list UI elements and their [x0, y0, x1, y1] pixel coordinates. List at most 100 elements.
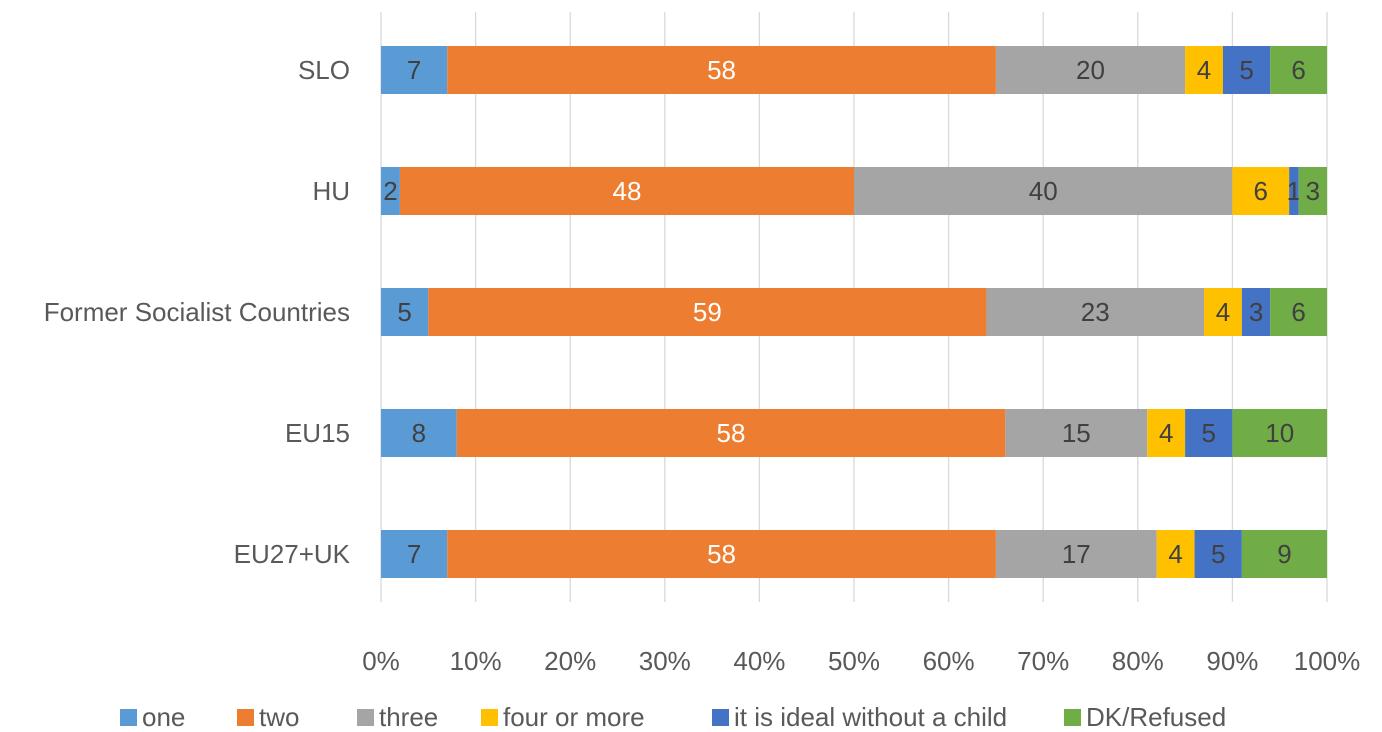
legend-item-two: two — [237, 702, 299, 732]
x-tick-label: 90% — [1206, 646, 1258, 676]
legend-swatch — [120, 709, 137, 726]
x-tick-label: 20% — [544, 646, 596, 676]
legend-label: two — [259, 702, 299, 732]
bar-segment-dk-refused — [1298, 167, 1327, 215]
data-label: 3 — [1249, 297, 1263, 327]
bar-segment-it-is-ideal-without-a-child — [1194, 530, 1242, 578]
data-label: 58 — [717, 418, 746, 448]
x-tick-label: 80% — [1112, 646, 1164, 676]
x-tick-label: 70% — [1017, 646, 1069, 676]
bar-row-former-socialist-countries: 5 59 23 4 3 6 — [381, 288, 1327, 336]
category-label: EU27+UK — [234, 539, 351, 569]
data-label: 7 — [407, 539, 421, 569]
legend-label: four or more — [503, 702, 645, 732]
bar-row-eu27-uk: 7 58 17 4 5 9 — [381, 530, 1327, 578]
x-tick-label: 60% — [923, 646, 975, 676]
data-label: 2 — [383, 176, 397, 206]
bar-segment-three — [995, 530, 1157, 578]
bar-segment-four-or-more — [1204, 288, 1242, 336]
data-label: 6 — [1254, 176, 1268, 206]
x-tick-label: 0% — [362, 646, 400, 676]
bar-segment-one — [381, 167, 400, 215]
bar-segment-one — [381, 46, 448, 94]
legend-item-four-or-more: four or more — [481, 702, 645, 732]
data-label: 17 — [1062, 539, 1091, 569]
data-label: 4 — [1197, 55, 1211, 85]
bar-segment-dk-refused — [1241, 530, 1327, 578]
bar-segment-four-or-more — [1147, 409, 1186, 457]
legend-swatch — [357, 709, 374, 726]
data-label: 9 — [1277, 539, 1291, 569]
x-tick-label: 100% — [1294, 646, 1361, 676]
bar-segment-two — [447, 46, 996, 94]
data-label: 48 — [612, 176, 641, 206]
data-label: 23 — [1081, 297, 1110, 327]
data-label: 5 — [397, 297, 411, 327]
data-label: 5 — [1239, 55, 1253, 85]
data-label: 5 — [1211, 539, 1225, 569]
data-label: 4 — [1168, 539, 1182, 569]
bar-segment-dk-refused — [1270, 46, 1327, 94]
x-tick-label: 40% — [733, 646, 785, 676]
bar-segment-two — [428, 288, 987, 336]
bar-segment-it-is-ideal-without-a-child — [1222, 46, 1271, 94]
bar-segment-it-is-ideal-without-a-child — [1241, 288, 1271, 336]
legend-item-dk-refused: DK/Refused — [1064, 702, 1226, 732]
bar-segment-two — [456, 409, 1006, 457]
legend-item-three: three — [357, 702, 438, 732]
bar-segment-dk-refused — [1270, 288, 1327, 336]
data-label: 10 — [1265, 418, 1294, 448]
data-label: 59 — [693, 297, 722, 327]
legend-swatch — [237, 709, 254, 726]
bar-segment-four-or-more — [1232, 167, 1290, 215]
bar-row-hu: 2 48 40 6 1 3 — [381, 167, 1327, 215]
bar-segment-one — [381, 288, 429, 336]
legend-swatch — [1064, 709, 1081, 726]
bar-segment-four-or-more — [1185, 46, 1223, 94]
bar-row-eu15: 8 58 15 4 5 10 — [381, 409, 1327, 457]
category-label: SLO — [298, 55, 350, 85]
bars: 7 58 20 4 5 62 48 40 6 1 35 59 23 4 3 68 58 15 4 5 107 58 17 4 5… — [381, 46, 1327, 578]
bar-segment-dk-refused — [1232, 409, 1327, 457]
legend-label: three — [379, 702, 438, 732]
bar-row-slo: 7 58 20 4 5 6 — [381, 46, 1327, 94]
x-tick-label: 30% — [639, 646, 691, 676]
legend-label: one — [142, 702, 185, 732]
data-label: 5 — [1202, 418, 1216, 448]
bar-segment-three — [1005, 409, 1148, 457]
x-tick-label: 50% — [828, 646, 880, 676]
data-label: 15 — [1062, 418, 1091, 448]
bar-segment-three — [995, 46, 1186, 94]
legend-label: it is ideal without a child — [734, 702, 1007, 732]
category-label: HU — [312, 176, 350, 206]
legend-item-one: one — [120, 702, 185, 732]
bar-segment-three — [986, 288, 1205, 336]
data-label: 6 — [1291, 55, 1305, 85]
data-label: 3 — [1306, 176, 1320, 206]
bar-segment-two — [399, 167, 854, 215]
data-label: 8 — [412, 418, 426, 448]
legend-label: DK/Refused — [1086, 702, 1226, 732]
data-label: 20 — [1076, 55, 1105, 85]
bar-segment-it-is-ideal-without-a-child — [1185, 409, 1233, 457]
data-label: 58 — [707, 55, 736, 85]
bar-segment-one — [381, 530, 448, 578]
legend: one two three four or more it is ideal witho… — [120, 702, 1226, 732]
bar-segment-two — [447, 530, 996, 578]
value-axis: 0% 10% 20% 30% 40% 50% 60% 70% 80% 90% 100% — [362, 646, 1360, 676]
x-tick-label: 10% — [450, 646, 502, 676]
category-axis: SLO HU Former Socialist Countries EU15 EU27+… — [44, 55, 351, 569]
data-label: 58 — [707, 539, 736, 569]
data-label: 1 — [1287, 176, 1301, 206]
legend-swatch — [712, 709, 729, 726]
bar-segment-four-or-more — [1156, 530, 1195, 578]
bar-segment-it-is-ideal-without-a-child — [1289, 167, 1299, 215]
data-label: 7 — [407, 55, 421, 85]
legend-swatch — [481, 709, 498, 726]
data-label: 40 — [1029, 176, 1058, 206]
data-label: 4 — [1216, 297, 1230, 327]
category-label: Former Socialist Countries — [44, 297, 350, 327]
legend-item-it-is-ideal-without-a-child: it is ideal without a child — [712, 702, 1007, 732]
